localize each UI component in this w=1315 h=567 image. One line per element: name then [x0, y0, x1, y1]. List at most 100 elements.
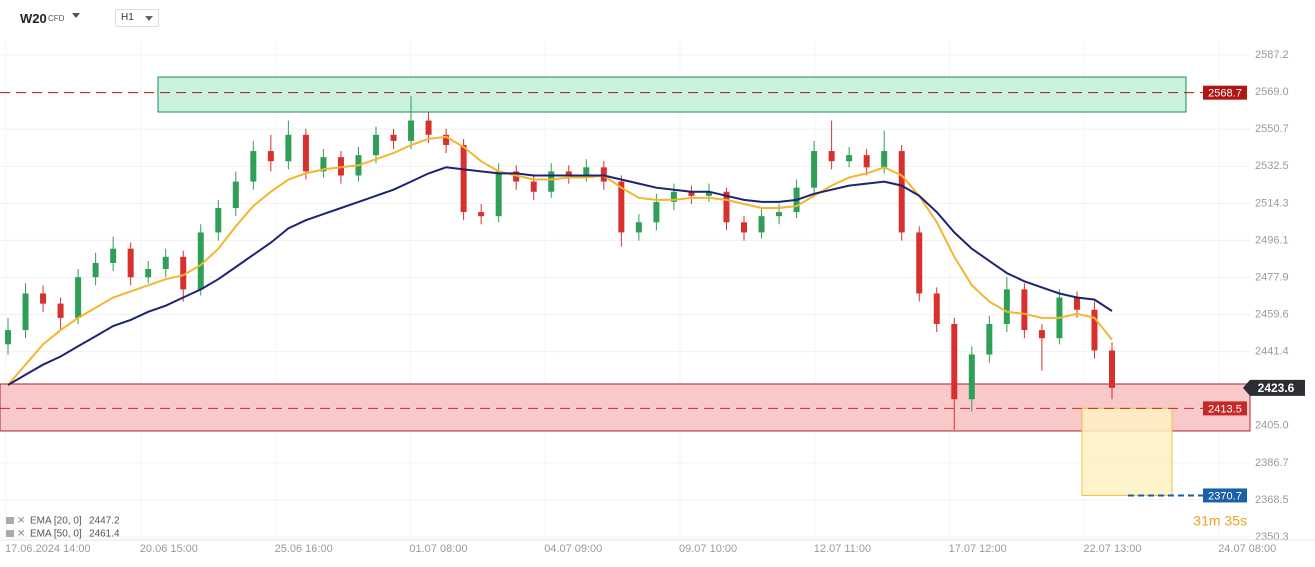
legend-value: 2447.2 [89, 516, 120, 527]
candle-body [565, 171, 572, 176]
candle-body [916, 232, 923, 294]
x-tick-label: 09.07 10:00 [679, 543, 737, 555]
candle-body [881, 151, 888, 168]
current-price-tag [1243, 379, 1305, 396]
price-tag-label: 2568.7 [1208, 88, 1242, 100]
x-tick-label: 24.07 08:00 [1218, 543, 1276, 555]
market: CFD [48, 14, 65, 23]
candle-body [1021, 289, 1028, 331]
y-tick-label: 2386.7 [1255, 457, 1289, 469]
candle-body [968, 354, 975, 400]
x-tick-label: 17.06.2024 14:00 [5, 543, 91, 555]
ema-line [7, 166, 1113, 386]
y-tick-label: 2441.4 [1255, 346, 1289, 358]
price-tag [1203, 85, 1247, 100]
candle-body [250, 151, 257, 182]
candle-body [600, 167, 607, 182]
current-price-label: 2423.6 [1258, 381, 1295, 395]
x-tick-label: 17.07 12:00 [949, 543, 1007, 555]
candle-body [548, 171, 555, 192]
candle-body [1038, 330, 1045, 339]
legend-name: EMA [20, 0] [30, 516, 82, 527]
candle-body [92, 262, 99, 278]
price-tag [1203, 488, 1247, 503]
x-tick-label: 22.07 13:00 [1083, 543, 1141, 555]
toolbar: W20 CFD H1 [0, 0, 1315, 36]
price-tag-label: 2370.7 [1208, 490, 1242, 502]
interval-select[interactable]: H1 [115, 9, 159, 27]
candle-body [373, 134, 379, 156]
candle-body [127, 248, 134, 278]
candle-body [145, 269, 152, 278]
candle-body [5, 330, 11, 345]
candle-body [443, 134, 450, 145]
candle-body [1003, 289, 1010, 324]
candle-body [425, 120, 432, 135]
y-tick-label: 2459.6 [1255, 309, 1289, 321]
candle-body [670, 191, 677, 202]
candle-body [460, 144, 467, 213]
candle-body [232, 181, 239, 209]
dropdown-arrow [145, 16, 153, 21]
candle-body [215, 208, 222, 233]
y-tick-label: 2569.0 [1255, 86, 1289, 98]
candle-body [22, 293, 29, 331]
candle-body [162, 256, 169, 270]
candle-body [846, 155, 853, 162]
target-box [1081, 407, 1173, 496]
candle-body [40, 293, 47, 304]
legend-close: ✕ [17, 529, 25, 540]
candle-body [986, 323, 993, 355]
candle-body [723, 191, 730, 223]
price-tag [1203, 401, 1247, 416]
candle-body [828, 151, 835, 162]
price-tag-label: 2413.5 [1208, 403, 1242, 415]
x-tick-label: 25.06 16:00 [275, 543, 333, 555]
y-tick-label: 2477.9 [1255, 271, 1289, 283]
candle-body [390, 134, 397, 141]
zone [0, 383, 1251, 432]
y-tick-label: 2587.2 [1255, 49, 1289, 61]
candle-body [530, 181, 537, 192]
candle-body [635, 222, 642, 233]
x-tick-label: 12.07 11:00 [814, 543, 871, 555]
candle-body [1091, 309, 1098, 351]
zone [157, 76, 1187, 113]
legend-icon [6, 517, 14, 524]
candle-body [285, 134, 292, 162]
candle-body [57, 303, 64, 318]
legend-value: 2461.4 [89, 529, 120, 540]
candle-body [758, 216, 765, 233]
y-tick-label: 2350.3 [1255, 531, 1289, 543]
candle-body [618, 181, 625, 233]
y-tick-label: 2532.5 [1255, 160, 1289, 172]
symbol[interactable]: W20 [20, 11, 47, 26]
candle-body [776, 212, 783, 217]
candle-body [495, 171, 502, 217]
candle-body [1109, 350, 1115, 388]
candle-body [705, 191, 712, 196]
y-tick-label: 2368.5 [1255, 494, 1289, 506]
candle-body [811, 151, 818, 188]
ema-line [7, 135, 1113, 386]
x-tick-label: 20.06 15:00 [140, 543, 198, 555]
y-tick-label: 2514.3 [1255, 197, 1289, 209]
y-tick-label: 2550.7 [1255, 123, 1289, 135]
candle-body [110, 248, 117, 263]
candle-body [267, 151, 274, 162]
legend-name: EMA [50, 0] [30, 529, 82, 540]
interval: H1 [121, 12, 134, 23]
timer: 31m 35s [1193, 513, 1247, 529]
legend-icon [6, 530, 14, 537]
candle-body [320, 157, 327, 172]
y-tick-label: 2405.0 [1255, 420, 1289, 432]
candle-body [653, 201, 660, 223]
candle-body [1073, 297, 1080, 310]
candle-body [688, 191, 695, 196]
candle-body [408, 120, 415, 141]
dropdown-arrow[interactable] [72, 13, 80, 18]
candle-body [863, 155, 870, 168]
candle-body [583, 167, 590, 176]
